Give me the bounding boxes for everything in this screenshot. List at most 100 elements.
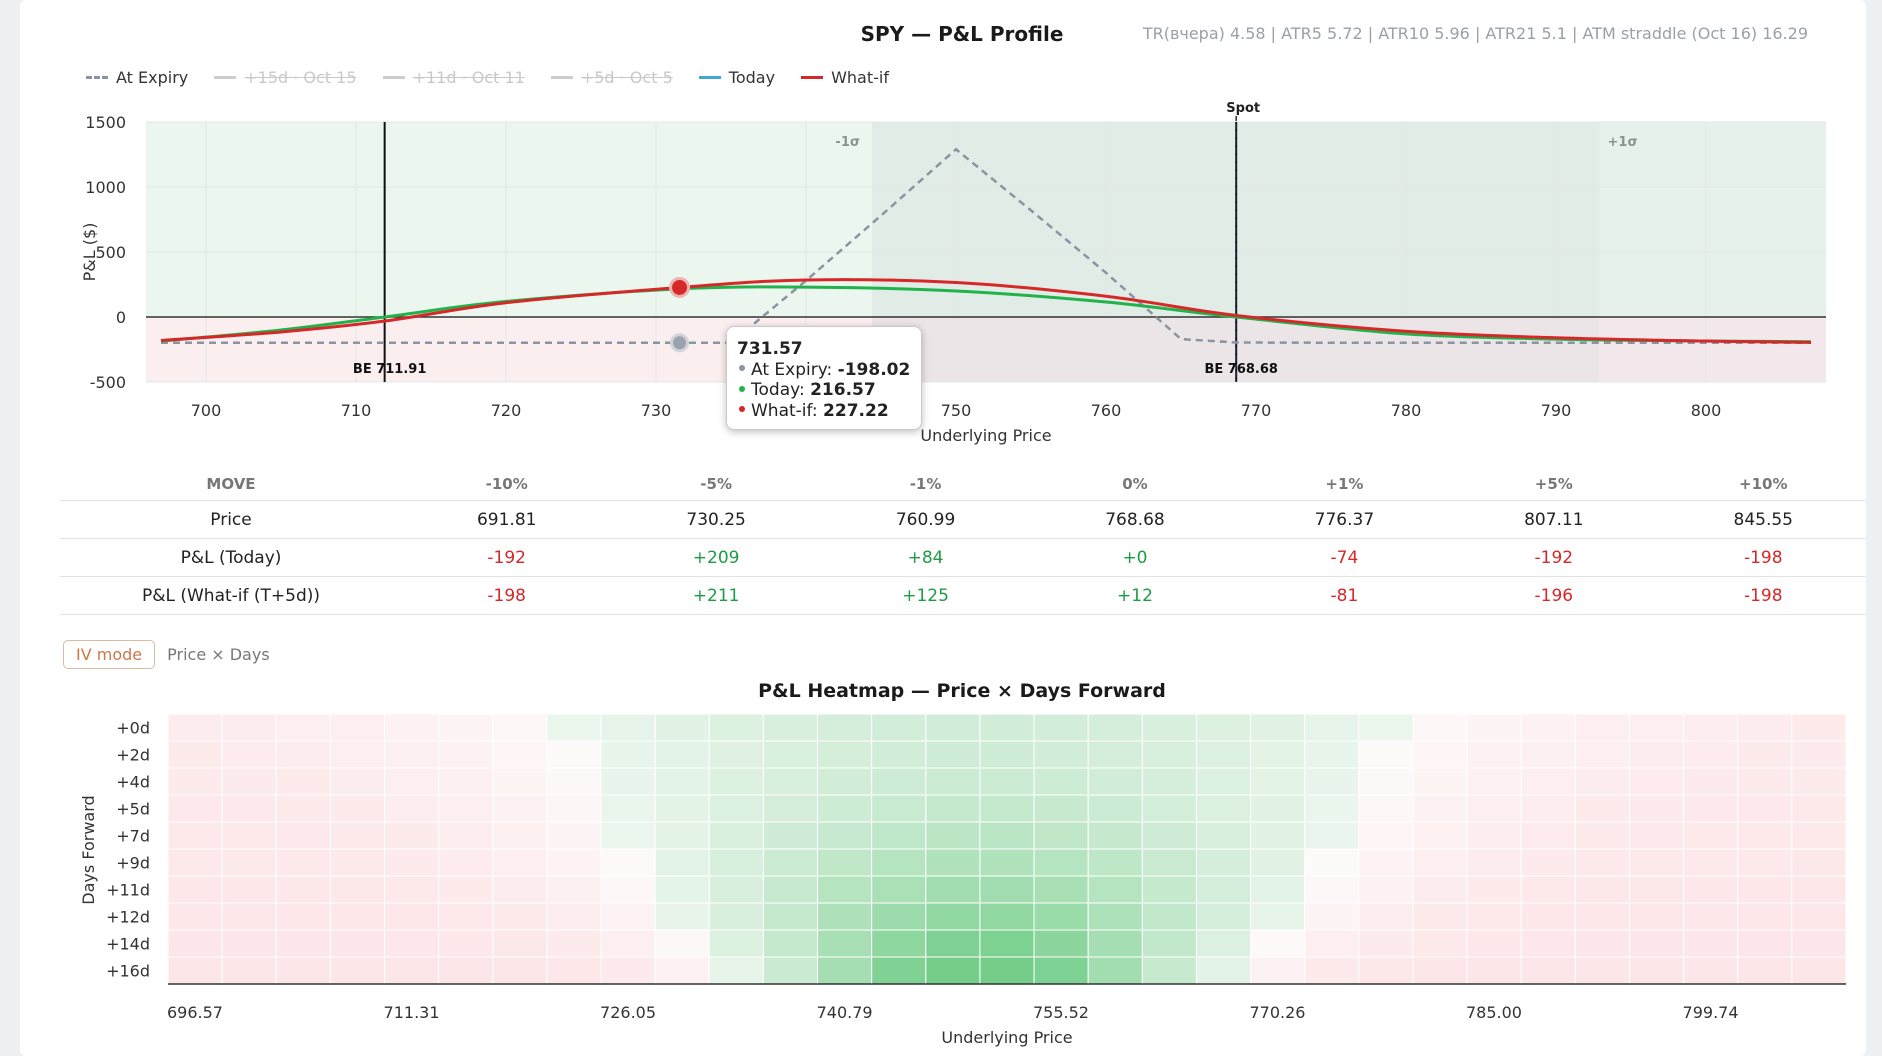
heatmap-cell (1466, 929, 1522, 958)
heatmap-cell (762, 713, 819, 742)
heatmap-cell (1250, 929, 1306, 958)
heatmap-cell (438, 848, 494, 877)
heatmap-cell (817, 848, 873, 877)
heatmap-cell (1574, 875, 1630, 904)
heatmap-cell (221, 902, 277, 931)
legend-item[interactable]: +11d · Oct 11 (382, 68, 525, 87)
heatmap-cell (1466, 740, 1522, 769)
heatmap-cell (1737, 713, 1793, 742)
heatmap-cell (1628, 713, 1685, 742)
tooltip-row-today: Today: 216.57 (737, 380, 921, 401)
heatmap-cell (1412, 875, 1468, 904)
heatmap-cell (1250, 740, 1306, 769)
heatmap-cell (600, 713, 656, 742)
tooltip-price: 731.57 (737, 339, 803, 359)
heatmap-cell (1683, 821, 1739, 850)
heatmap-y-label: +7d (116, 827, 150, 846)
heatmap-cell (167, 956, 223, 985)
legend-item[interactable]: What-if (801, 68, 889, 87)
heatmap-x-tick-label: 755.52 (1033, 1003, 1089, 1022)
heatmap-cell (1033, 740, 1089, 769)
table-cell: -198 (1658, 538, 1866, 577)
heatmap-cell (1737, 929, 1793, 958)
heatmap-cell (1520, 713, 1576, 742)
heatmap-cell (275, 794, 331, 823)
heatmap-cell (1520, 848, 1576, 877)
heatmap-cell (1412, 794, 1468, 823)
legend-item[interactable]: +15d · Oct 15 (214, 68, 357, 87)
tooltip-today-label: Today (751, 380, 799, 400)
heatmap-cell (1520, 767, 1576, 796)
heatmap-cell (221, 740, 277, 769)
heatmap-cell (817, 902, 873, 931)
heatmap-cell (1737, 821, 1793, 850)
heatmap-cell (817, 740, 873, 769)
heatmap-cell (871, 740, 927, 769)
heatmap-cell (546, 902, 602, 931)
heatmap-cell (600, 767, 656, 796)
table-cell: -192 (1449, 538, 1659, 577)
heatmap-cell (654, 848, 710, 877)
heatmap-cell (546, 821, 602, 850)
heatmap-cell (438, 794, 494, 823)
heatmap-cell (1358, 821, 1414, 850)
legend-item[interactable]: Today (698, 68, 775, 87)
heatmap-cell (1412, 929, 1468, 958)
x-tick-label: 800 (1691, 401, 1722, 420)
heatmap-cell (1141, 767, 1197, 796)
heatmap-cell (1141, 875, 1197, 904)
heatmap-cell (329, 902, 386, 931)
iv-mode-button[interactable]: IV mode (63, 640, 156, 669)
heatmap-cell (1358, 875, 1414, 904)
heatmap-cell (1520, 821, 1576, 850)
x-tick-label: 730 (641, 401, 672, 420)
heatmap-cell (492, 956, 548, 985)
heatmap-cell (221, 713, 277, 742)
heatmap-cell (329, 848, 386, 877)
heatmap-cell (1304, 713, 1360, 742)
y-axis-label: P&L ($) (80, 223, 99, 282)
price-days-button[interactable]: Price × Days (167, 645, 270, 664)
legend-item[interactable]: +5d · Oct 5 (550, 68, 673, 87)
table-cell: 807.11 (1449, 500, 1659, 539)
heatmap-y-axis-label: Days Forward (79, 795, 98, 904)
move-header: -5% (611, 468, 821, 501)
heatmap-cell (275, 902, 331, 931)
heatmap-cell (1574, 848, 1630, 877)
heatmap-cell (1358, 902, 1414, 931)
heatmap-cell (1574, 740, 1630, 769)
heatmap-cell (492, 740, 548, 769)
heatmap-cell (979, 929, 1035, 958)
heatmap-cell (1033, 713, 1089, 742)
legend: At Expiry +15d · Oct 15 +11d · Oct 11 +5d ·… (86, 68, 889, 87)
heatmap-cell (871, 767, 927, 796)
profit-zone (1599, 122, 1826, 317)
heatmap-title: P&L Heatmap — Price × Days Forward (758, 680, 1166, 702)
pnl-line-chart[interactable]: 150010005000-500700710720730740750760770… (20, 0, 1866, 460)
loss-zone (1599, 317, 1826, 382)
plus-sigma-label: +1σ (1608, 135, 1638, 150)
heatmap-x-tick-label: 799.74 (1683, 1003, 1739, 1022)
heatmap-cell (1791, 821, 1847, 850)
heatmap-cell (1412, 956, 1468, 985)
heatmap-x-tick-label: 785.00 (1466, 1003, 1522, 1022)
heatmap-cell (1250, 794, 1306, 823)
legend-item[interactable]: At Expiry (86, 68, 188, 87)
x-tick-label: 720 (491, 401, 522, 420)
heatmap-cell (438, 740, 494, 769)
pnl-heatmap[interactable]: +0d +2d +4d +5d +7d +9d +11d +12d +14d +16d 696.57… (20, 700, 1866, 1056)
move-header: MOVE (60, 468, 402, 501)
heatmap-cell (492, 875, 548, 904)
heatmap-x-tick-label: 726.05 (600, 1003, 656, 1022)
heatmap-cell (1358, 956, 1414, 985)
heatmap-cell (1195, 794, 1252, 823)
y-tick-label: 0 (116, 308, 126, 327)
heatmap-cell (925, 902, 981, 931)
heatmap-cell (762, 929, 819, 958)
mode-toggle: IV mode Price × Days (63, 640, 270, 669)
heatmap-cell (1195, 929, 1252, 958)
heatmap-cell (1033, 875, 1089, 904)
heatmap-cell (275, 929, 331, 958)
heatmap-cell (167, 821, 223, 850)
heatmap-cell (1791, 848, 1847, 877)
